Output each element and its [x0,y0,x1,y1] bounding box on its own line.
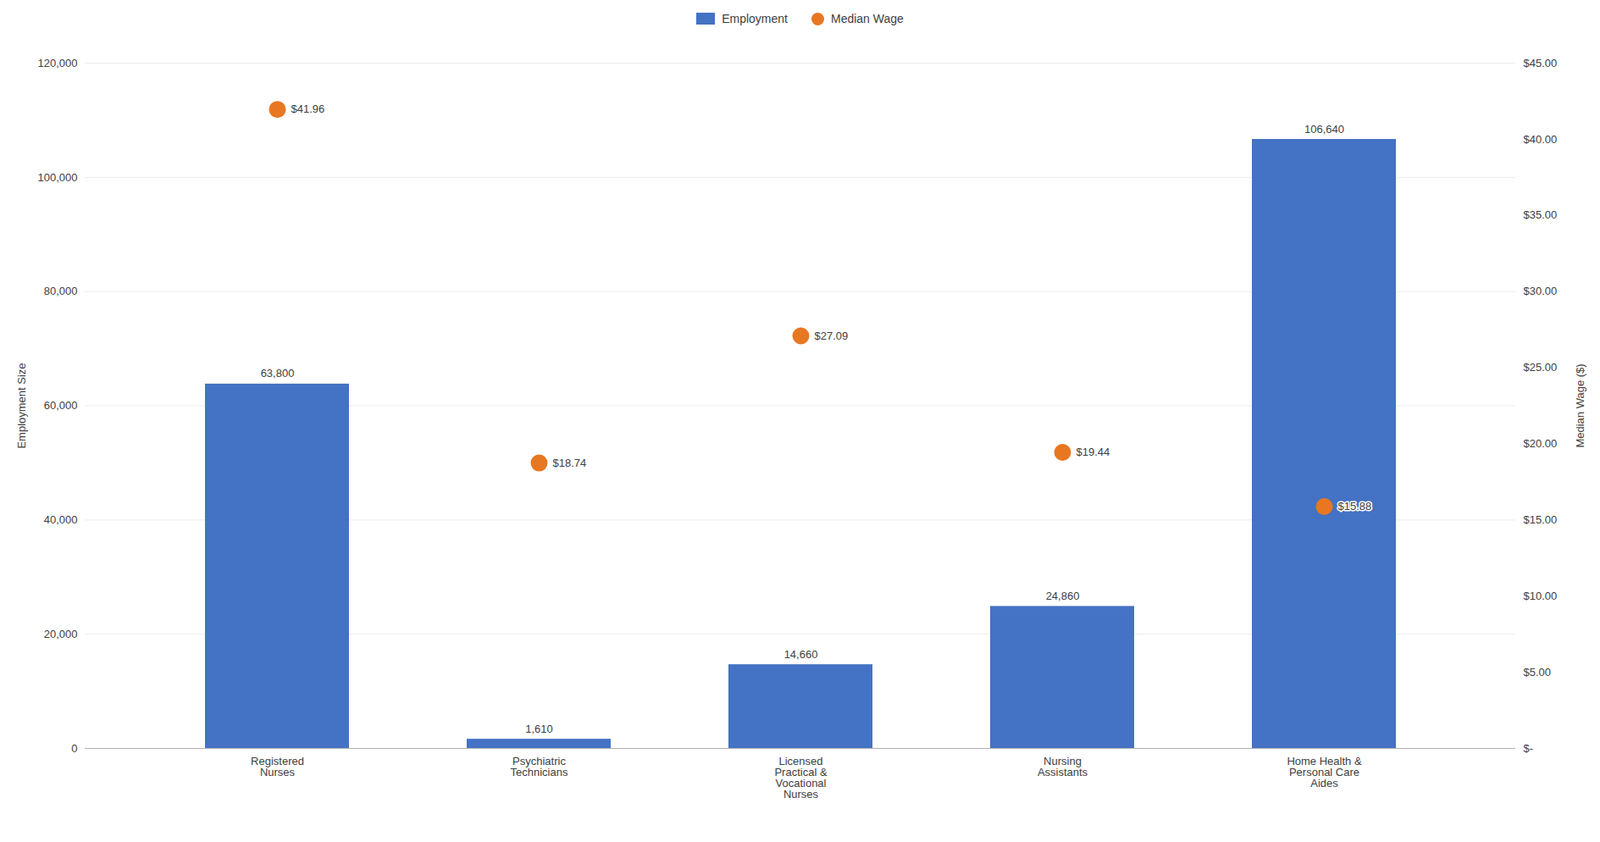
svg-text:$25.00: $25.00 [1523,360,1558,374]
svg-text:$45.00: $45.00 [1523,56,1558,70]
svg-text:120,000: 120,000 [38,56,78,70]
svg-text:20,000: 20,000 [44,627,78,641]
svg-text:RegisteredNurses: RegisteredNurses [250,754,305,779]
svg-text:$15.88: $15.88 [1338,499,1373,513]
svg-text:$27.09: $27.09 [814,329,849,343]
svg-text:60,000: 60,000 [44,398,78,412]
svg-text:LicensedPractical &VocationalN: LicensedPractical &VocationalNurses [774,754,827,801]
svg-text:Home Health &Personal CareAide: Home Health &Personal CareAides [1286,754,1362,790]
svg-text:$18.74: $18.74 [553,456,587,470]
html-text:Employment: Employment [721,11,788,26]
svg-text:14,660: 14,660 [784,647,819,661]
html-text:Median Wage: Median Wage [830,11,904,26]
svg-text:Employment Size: Employment Size [15,362,28,449]
svg-text:100,000: 100,000 [38,170,78,183]
svg-text:1,610: 1,610 [525,722,554,736]
svg-text:24,860: 24,860 [1046,589,1080,603]
svg-text:$40.00: $40.00 [1523,132,1558,146]
svg-text:$-: $- [1523,741,1534,755]
svg-text:$35.00: $35.00 [1523,208,1558,222]
svg-text:63,800: 63,800 [260,366,295,380]
svg-text:$10.00: $10.00 [1523,589,1558,603]
svg-text:$30.00: $30.00 [1523,284,1558,298]
svg-text:0: 0 [71,741,78,755]
svg-text:106,640: 106,640 [1304,122,1345,136]
svg-text:NursingAssistants: NursingAssistants [1037,754,1089,779]
svg-text:PsychiatricTechnicians: PsychiatricTechnicians [510,754,569,779]
svg-text:$15.00: $15.00 [1523,513,1558,526]
svg-text:80,000: 80,000 [44,284,78,298]
svg-text:Median Wage ($): Median Wage ($) [1573,363,1587,448]
svg-text:$19.44: $19.44 [1076,445,1111,459]
svg-text:40,000: 40,000 [44,513,78,526]
svg-text:$20.00: $20.00 [1523,437,1558,450]
svg-text:$5.00: $5.00 [1523,665,1552,679]
svg-text:$41.96: $41.96 [291,102,326,116]
